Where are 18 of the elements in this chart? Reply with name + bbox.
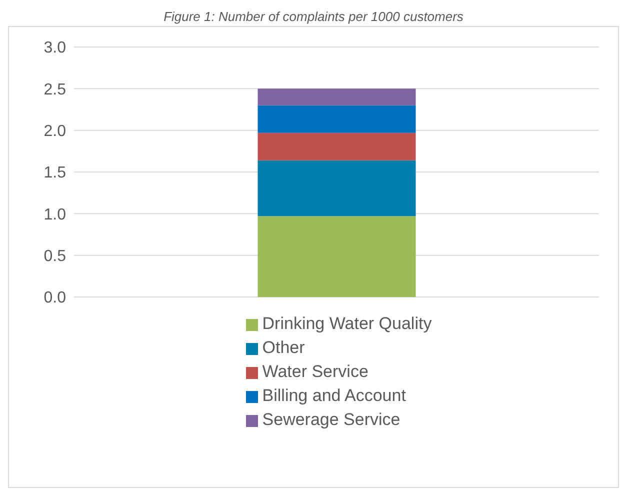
bar [258,105,416,133]
y-tick-label: 1.5 [44,164,66,182]
y-tick-label: 1.0 [44,206,66,224]
bar [258,132,416,160]
legend-label: Billing and Account [262,386,406,405]
bar [258,216,416,297]
chart-title: Figure 1: Number of complaints per 1000 customers [162,8,464,26]
y-tick-label: 2.5 [44,81,66,98]
y-tick-label: 3.0 [44,40,66,57]
bar [258,160,416,216]
y-tick-label: 0.0 [44,290,66,307]
legend-label: Drinking Water Quality [262,314,432,333]
legend-label: Other [262,338,305,357]
y-tick-label: 0.5 [44,248,66,266]
legend-label: Sewerage Service [262,410,400,429]
y-tick-label: 2.0 [44,123,66,140]
legend-label: Water Service [262,362,368,381]
bar [258,88,416,106]
